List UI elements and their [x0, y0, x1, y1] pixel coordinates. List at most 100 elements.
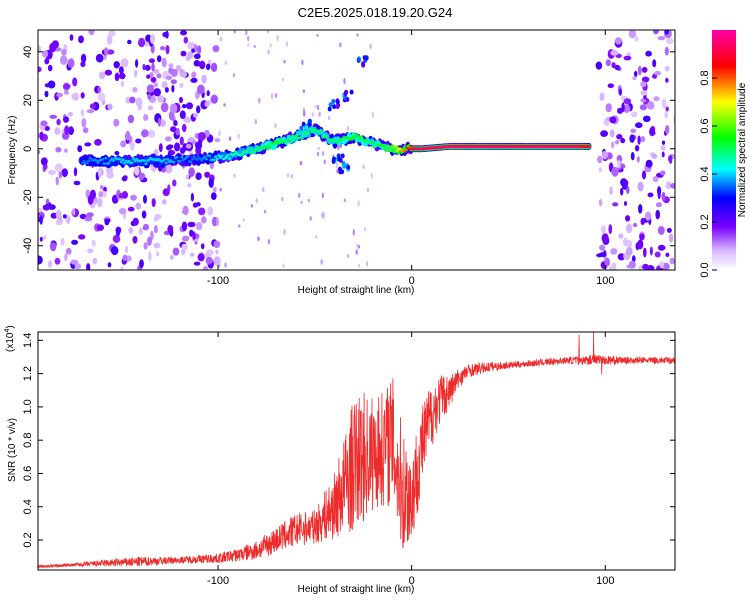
signal-point [232, 152, 236, 156]
noise-blob [653, 30, 659, 35]
noise-blob [167, 224, 174, 234]
noise-blob [267, 49, 270, 55]
noise-blob [153, 69, 160, 74]
noise-blob [170, 68, 178, 77]
signal-point [175, 156, 179, 159]
noise-blob [86, 263, 91, 270]
noise-blob [50, 242, 57, 252]
noise-blob [599, 92, 605, 101]
noise-blob [149, 72, 154, 78]
signal-point [331, 156, 336, 162]
snr-panel: -100 0 100 0.2 0.4 0.6 0.8 1.0 1.2 1.4 Height of… [4, 325, 676, 595]
signal-point [192, 155, 196, 158]
noise-blob [120, 58, 129, 68]
y-tick-label: -20 [22, 189, 34, 205]
noise-blob [665, 125, 670, 135]
signal-point [338, 169, 343, 175]
noise-blob [143, 223, 149, 231]
signal-point [345, 97, 350, 102]
signal-point [345, 136, 349, 139]
noise-blob [96, 224, 105, 231]
noise-blob [97, 92, 106, 102]
noise-blob [196, 105, 201, 114]
colorbar-tick-label: 0.6 [699, 118, 711, 133]
noise-blob [633, 222, 638, 228]
noise-blob [82, 127, 89, 134]
noise-blob [366, 187, 370, 193]
noise-blob [135, 202, 142, 210]
signal-point [215, 157, 219, 161]
noise-blob [321, 151, 325, 156]
noise-blob [91, 239, 96, 247]
noise-blob [187, 41, 195, 50]
noise-blob [47, 260, 53, 268]
noise-blob [120, 266, 124, 270]
noise-blob [172, 179, 177, 187]
noise-blob [113, 61, 120, 69]
noise-blob [203, 265, 208, 270]
signal-point [130, 161, 134, 164]
noise-blob [629, 134, 635, 143]
noise-blob [122, 175, 128, 180]
svg-text:(x104): (x104) [4, 325, 16, 352]
noise-blob [150, 33, 155, 44]
signal-point [121, 158, 125, 161]
noise-blob [182, 235, 190, 242]
noise-blob [64, 148, 68, 153]
noise-blob [48, 204, 56, 210]
noise-blob [281, 77, 285, 82]
noise-blob [645, 50, 652, 57]
noise-blob [634, 36, 639, 42]
noise-blob [182, 205, 189, 216]
noise-blob [118, 66, 124, 75]
noise-blob [148, 58, 155, 64]
noise-blob [204, 171, 211, 178]
signal-point [288, 138, 292, 142]
noise-blob [171, 84, 175, 93]
colorbar-tick-label: 0.8 [699, 70, 711, 85]
noise-blob [205, 256, 213, 265]
signal-point [238, 147, 243, 153]
noise-blob [286, 173, 290, 178]
signal-point [249, 146, 253, 149]
noise-blob [314, 104, 317, 108]
noise-blob [190, 192, 194, 202]
signal-point [327, 106, 332, 112]
noise-blob [100, 185, 104, 190]
noise-blob [157, 117, 161, 127]
noise-blob [654, 70, 661, 76]
noise-blob [153, 88, 161, 97]
noise-blob [40, 120, 48, 127]
noise-blob [335, 162, 339, 169]
noise-blob [646, 101, 655, 110]
spectrogram-x-axis-label: Height of straight line (km) [298, 285, 415, 296]
noise-blob [625, 223, 633, 234]
signal-point [350, 137, 354, 141]
noise-blob [614, 64, 620, 71]
noise-blob [106, 49, 115, 55]
noise-blob [195, 222, 203, 231]
signal-point [87, 159, 91, 163]
spectrogram-x-ticks: -100 0 100 [207, 30, 614, 287]
noise-blob [215, 217, 219, 226]
noise-blob [322, 211, 325, 219]
noise-blob [609, 116, 617, 124]
noise-blob [59, 55, 68, 65]
noise-blob [316, 151, 320, 156]
noise-blob [628, 260, 636, 269]
noise-blob [183, 116, 192, 123]
noise-blob [150, 76, 157, 83]
signal-point [373, 140, 377, 144]
noise-blob [61, 168, 68, 178]
noise-blob [666, 227, 672, 233]
noise-blob [172, 247, 180, 256]
noise-blob [620, 137, 626, 144]
noise-blob [147, 129, 156, 138]
noise-blob [657, 186, 662, 196]
noise-blob [659, 261, 665, 269]
noise-blob [643, 247, 647, 258]
noise-blob [181, 123, 187, 133]
noise-blob [158, 143, 163, 153]
noise-blob [185, 174, 190, 180]
noise-blob [356, 243, 359, 248]
